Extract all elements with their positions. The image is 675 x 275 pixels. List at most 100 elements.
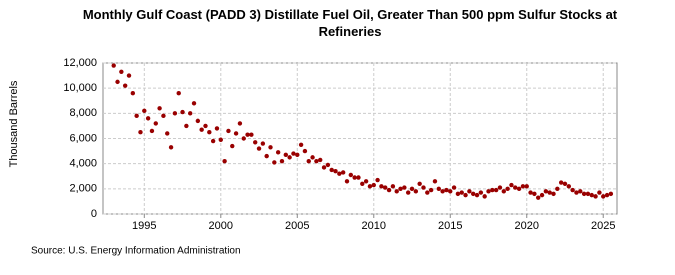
point: [180, 109, 185, 115]
point: [172, 111, 178, 116]
y-tick-label: 8,000: [69, 107, 97, 119]
point: [425, 190, 430, 195]
point: [195, 118, 201, 124]
point: [142, 108, 147, 114]
point: [478, 190, 484, 195]
point: [367, 184, 373, 189]
point: [363, 179, 369, 184]
point: [199, 127, 204, 132]
point: [264, 153, 269, 159]
point: [340, 170, 346, 175]
y-tick-label: 12,000: [63, 57, 97, 69]
point: [233, 131, 239, 136]
point: [375, 177, 380, 183]
point: [268, 145, 273, 150]
point: [386, 187, 392, 193]
x-tick-label: 2015: [438, 220, 462, 232]
point: [222, 158, 227, 164]
point: [302, 148, 308, 154]
point: [165, 131, 170, 136]
point: [119, 69, 124, 75]
point: [352, 175, 357, 180]
point: [486, 189, 491, 194]
point: [371, 182, 376, 188]
point: [558, 180, 564, 185]
point: [566, 184, 572, 189]
point: [295, 152, 300, 158]
point: [344, 179, 350, 184]
point: [249, 132, 254, 137]
x-tick-label: 2005: [285, 220, 309, 232]
point: [455, 191, 461, 197]
point: [390, 184, 396, 189]
point: [555, 186, 560, 192]
point: [432, 179, 438, 184]
point: [275, 150, 281, 155]
point: [405, 190, 411, 195]
point: [306, 158, 311, 164]
point: [608, 191, 614, 197]
point: [356, 175, 361, 180]
point: [256, 146, 262, 151]
point: [574, 190, 579, 195]
y-tick-label: 0: [91, 208, 97, 220]
point: [543, 189, 549, 194]
point: [497, 185, 503, 190]
point: [597, 190, 602, 195]
y-tick-label: 4,000: [69, 158, 97, 170]
point: [471, 191, 476, 197]
point: [111, 63, 116, 68]
point: [241, 136, 246, 141]
point: [509, 182, 514, 188]
point: [383, 185, 388, 190]
y-tick-label: 2,000: [69, 183, 97, 195]
x-tick-label: 1995: [132, 220, 156, 232]
point: [298, 142, 304, 147]
point: [329, 167, 334, 173]
point: [585, 191, 591, 197]
point: [501, 189, 506, 194]
point: [253, 140, 258, 145]
x-tick-label: 2025: [591, 220, 615, 232]
point: [310, 155, 315, 160]
point: [428, 187, 434, 193]
point: [444, 187, 449, 193]
point: [314, 158, 319, 164]
point: [279, 158, 285, 164]
point: [409, 186, 415, 192]
point: [325, 162, 331, 168]
point: [321, 165, 327, 170]
point: [551, 191, 556, 197]
point: [539, 192, 545, 198]
y-tick-label: 6,000: [69, 132, 97, 144]
point: [440, 189, 445, 194]
point: [226, 128, 231, 134]
point: [191, 101, 197, 106]
point: [122, 83, 128, 88]
point: [207, 130, 212, 135]
point: [520, 184, 526, 189]
point: [467, 189, 472, 194]
point: [474, 192, 480, 198]
point: [482, 194, 487, 199]
point: [513, 185, 518, 190]
point: [245, 132, 250, 137]
point: [283, 152, 289, 158]
point: [528, 190, 533, 195]
point: [536, 195, 541, 200]
point: [593, 194, 598, 199]
point: [168, 145, 174, 150]
point: [394, 189, 399, 194]
point: [187, 111, 193, 116]
point: [493, 187, 499, 193]
point: [448, 189, 453, 194]
point: [145, 116, 151, 121]
point: [417, 181, 422, 186]
x-tick-label: 2000: [209, 220, 233, 232]
x-tick-label: 2020: [515, 220, 539, 232]
point: [287, 155, 292, 160]
point: [210, 138, 216, 144]
point: [463, 192, 468, 198]
point: [149, 128, 155, 134]
point: [134, 113, 139, 119]
